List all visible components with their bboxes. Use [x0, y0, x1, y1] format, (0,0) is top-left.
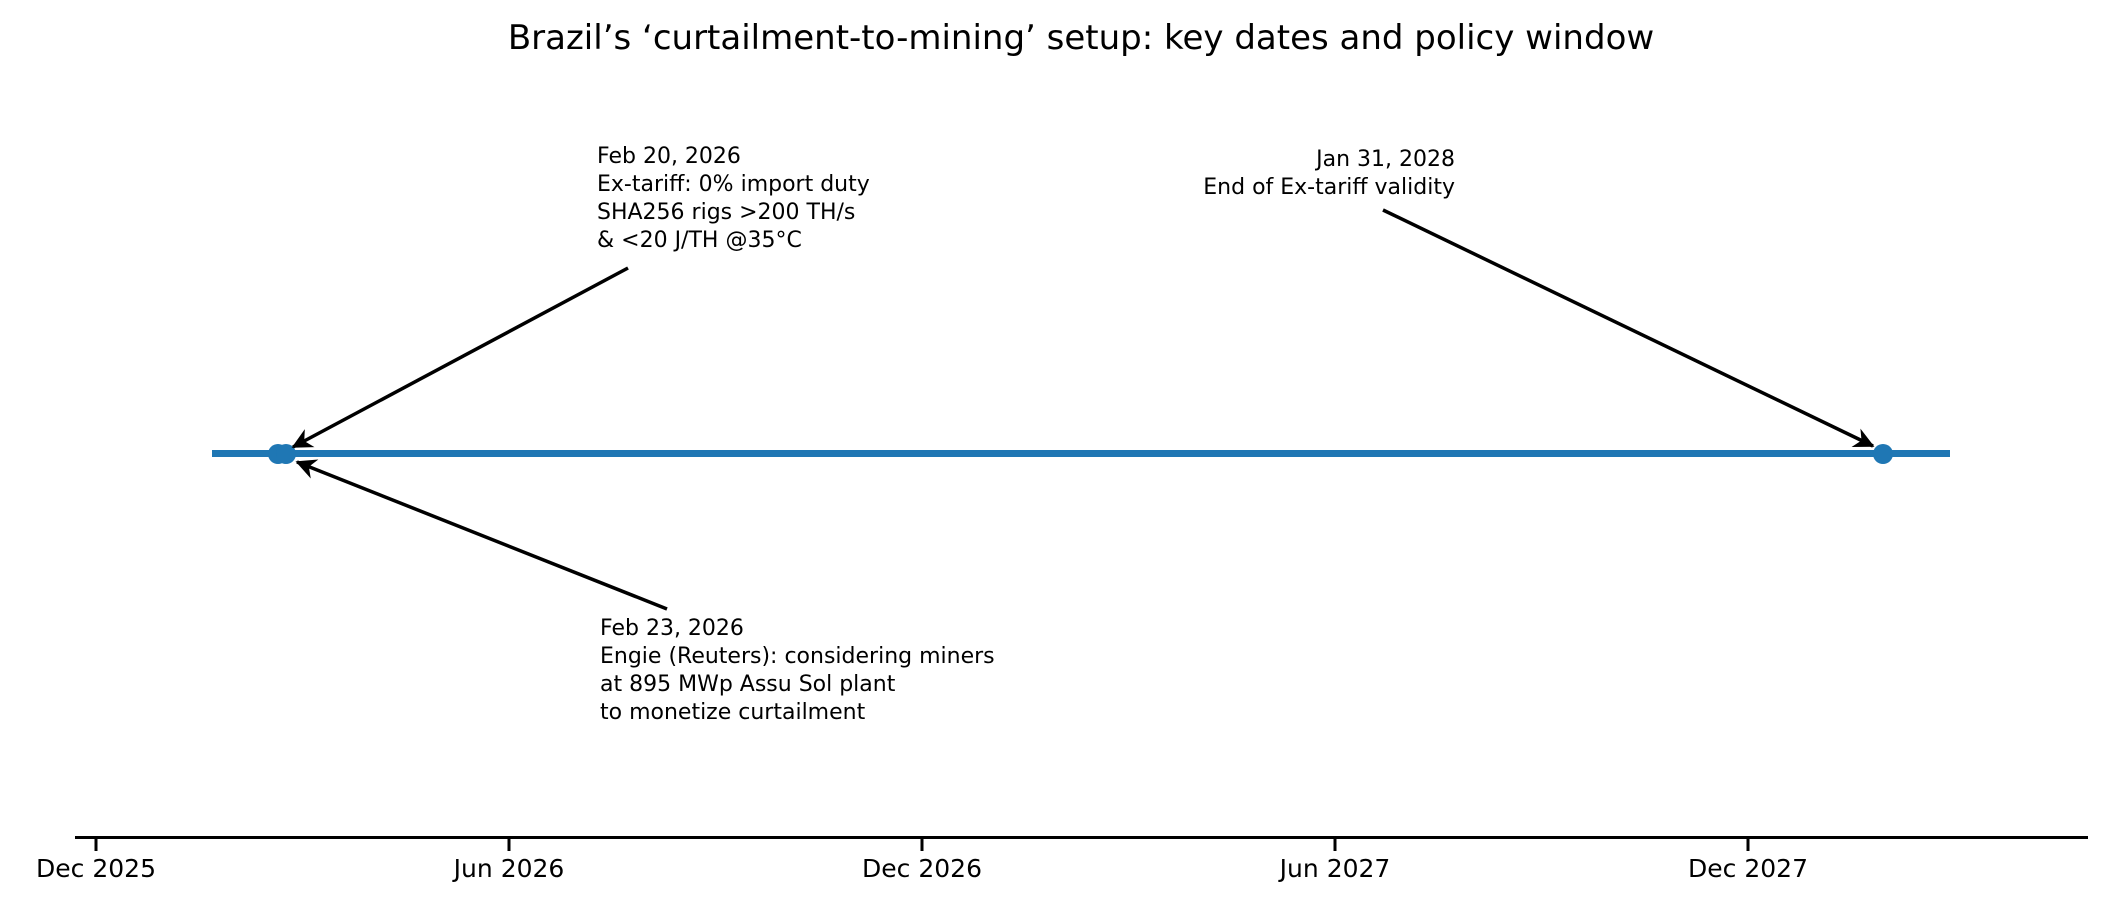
annotation-feb-23-2026: Feb 23, 2026 Engie (Reuters): considerin… [600, 615, 995, 727]
x-tick-dec-2027 [1746, 839, 1750, 851]
annotation-jan-31-2028: Jan 31, 2028 End of Ex-tariff validity [1203, 146, 1455, 202]
x-tick-label: Dec 2026 [862, 854, 982, 883]
annotation-line: SHA256 rigs >200 TH/s [597, 200, 856, 225]
x-tick-dec-2026 [920, 839, 924, 851]
annotation-line: at 895 MWp Assu Sol plant [600, 672, 896, 697]
annotation-date: Feb 20, 2026 [597, 144, 741, 169]
x-tick-label: Jun 2026 [453, 854, 565, 883]
annotation-line: End of Ex-tariff validity [1203, 175, 1455, 200]
x-tick-label: Dec 2025 [36, 854, 156, 883]
annotation-line: & <20 J/TH @35°C [597, 228, 802, 253]
x-axis-line [75, 836, 2088, 839]
annotation-line: Ex-tariff: 0% import duty [597, 172, 870, 197]
annotation-line: to monetize curtailment [600, 700, 866, 725]
chart-title: Brazil’s ‘curtailment-to-mining’ setup: … [507, 18, 1655, 58]
timeline-line [212, 450, 1950, 457]
arrow-feb-23-2026 [295, 459, 668, 611]
annotation-line: Engie (Reuters): considering miners [600, 644, 995, 669]
event-marker-feb-23-2026 [276, 444, 296, 464]
x-tick-label: Jun 2027 [1279, 854, 1391, 883]
x-tick-jun-2027 [1333, 839, 1337, 851]
arrow-feb-20-2026 [291, 266, 629, 449]
annotation-feb-20-2026: Feb 20, 2026 Ex-tariff: 0% import duty S… [597, 143, 870, 255]
x-tick-jun-2026 [507, 839, 511, 851]
x-tick-dec-2025 [94, 839, 98, 851]
annotation-date: Feb 23, 2026 [600, 616, 744, 641]
x-tick-label: Dec 2027 [1688, 854, 1808, 883]
event-marker-jan-31-2028 [1873, 444, 1893, 464]
arrow-jan-31-2028 [1382, 208, 1875, 448]
annotation-date: Jan 31, 2028 [1316, 147, 1455, 172]
